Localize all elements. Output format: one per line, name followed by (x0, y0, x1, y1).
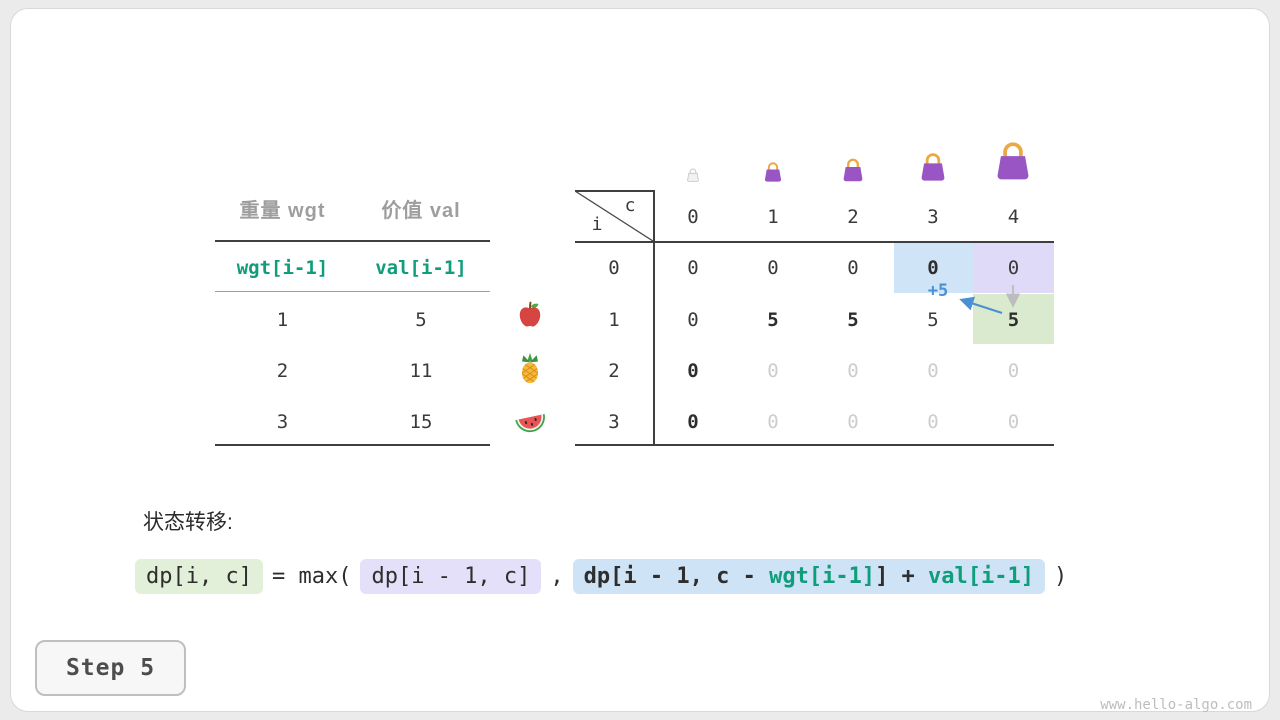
dp-corner-col-label: c (624, 195, 636, 216)
dp-cell: 0 (927, 411, 939, 433)
formula-wgt-ref: wgt[i-1] (769, 564, 876, 589)
item-index-val: val[i-1] (375, 257, 467, 279)
formula-lhs: dp[i, c] (135, 559, 263, 594)
figure-card (10, 8, 1270, 712)
dp-cell: 5 (767, 309, 779, 331)
dp-col-header: 2 (847, 206, 859, 228)
dp-corner-row-label: i (591, 214, 603, 235)
dp-cell: 0 (687, 360, 699, 382)
watermark: www.hello-algo.com (1100, 697, 1252, 713)
dp-cell: 0 (847, 360, 859, 382)
formula-arg-take: dp[i - 1, c - wgt[i-1]] + val[i-1] (572, 559, 1046, 594)
dp-row-header: 2 (608, 360, 620, 382)
dp-row-header: 0 (608, 257, 620, 279)
dp-col-header: 4 (1007, 206, 1020, 228)
dp-cell: 0 (687, 309, 699, 331)
item-row-val: 11 (409, 360, 433, 382)
formula-arg-skip: dp[i - 1, c] (360, 559, 542, 594)
item-row-wgt: 2 (276, 360, 289, 382)
take-item-arrow (959, 296, 1003, 315)
dp-corner-top-line (575, 190, 654, 192)
item-table-bottom-divider (215, 444, 490, 446)
dp-vertical-line (653, 190, 655, 446)
bag-small-icon (761, 160, 785, 184)
dp-corner-diagonal (574, 190, 654, 242)
transition-formula: dp[i, c] = max( dp[i - 1, c] , dp[i - 1,… (135, 559, 1067, 594)
bag-large-icon (916, 150, 950, 184)
transition-arrows (959, 285, 1021, 315)
dp-row-header: 1 (608, 309, 620, 331)
dp-cell: 0 (767, 411, 779, 433)
dp-cell: 0 (847, 411, 859, 433)
item-row-val: 5 (415, 309, 427, 331)
dp-cell: 0 (767, 257, 779, 279)
dp-cell: 0 (1007, 360, 1020, 382)
dp-cell-highlight-above (973, 243, 1054, 293)
bag-empty-icon (685, 167, 701, 183)
item-row-wgt: 1 (276, 309, 289, 331)
dp-row-header: 3 (608, 411, 620, 433)
item-index-wgt: wgt[i-1] (236, 257, 329, 279)
apple-icon (514, 299, 546, 331)
dp-cell: 0 (927, 360, 939, 382)
dp-cell: 5 (927, 309, 939, 331)
dp-col-header: 0 (687, 206, 699, 228)
dp-cell: 0 (847, 257, 859, 279)
formula-comma: , (550, 564, 564, 589)
formula-arg-take-part: ] + (875, 564, 929, 589)
dp-cell: 5 (847, 309, 859, 331)
bag-xlarge-icon (990, 138, 1036, 184)
dp-cell: 0 (687, 257, 699, 279)
dp-cell: 0 (687, 411, 699, 433)
formula-operator: = max( (271, 564, 352, 589)
dp-cell: 0 (927, 257, 939, 279)
item-row-val: 15 (409, 411, 433, 433)
dp-cell-current: 5 (1007, 309, 1020, 331)
dp-col-header: 1 (767, 206, 779, 228)
dp-cell: 0 (1007, 411, 1020, 433)
item-row-wgt: 3 (276, 411, 289, 433)
formula-val-ref: val[i-1] (928, 564, 1035, 589)
step-badge: Step 5 (35, 640, 186, 696)
dp-cell-highlight-source (894, 243, 973, 293)
dp-cell: 0 (1007, 257, 1020, 279)
dp-bottom-line (575, 444, 1054, 446)
dp-header-line (575, 241, 1054, 243)
watermelon-icon (512, 404, 550, 440)
item-table-header-divider (215, 240, 490, 242)
item-col-header-wgt: 重量 wgt (239, 200, 326, 222)
transition-label: 状态转移: (143, 511, 233, 534)
dp-col-header: 3 (927, 206, 939, 228)
plus-value-annotation: +5 (927, 281, 949, 301)
pineapple-icon (513, 352, 547, 386)
bag-medium-icon (839, 156, 867, 184)
dp-cell: 0 (767, 360, 779, 382)
item-col-header-val: 价值 val (381, 200, 461, 222)
item-table-divider (215, 291, 490, 292)
formula-close-paren: ) (1054, 564, 1068, 589)
formula-arg-take-part: dp[i - 1, c - (583, 564, 770, 589)
